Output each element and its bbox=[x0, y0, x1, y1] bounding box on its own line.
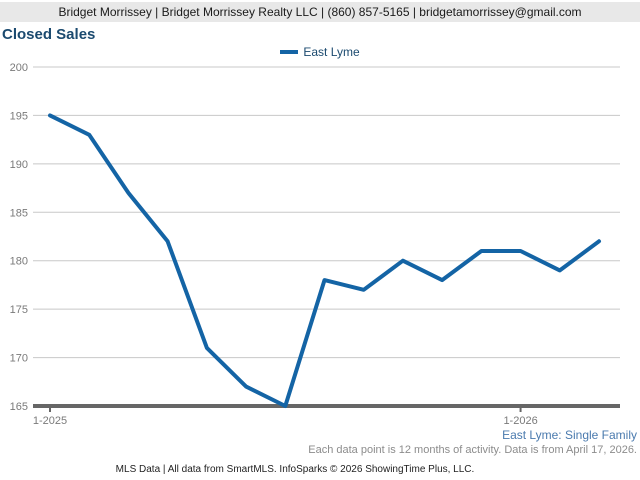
legend-series-label: East Lyme bbox=[303, 45, 360, 59]
mls-attribution: MLS Data | All data from SmartMLS. InfoS… bbox=[115, 464, 475, 475]
y-axis-label: 165 bbox=[10, 401, 28, 413]
closed-sales-line-chart: 165 170 175 180 185 190 195 200 1-2025 1-2026 bbox=[10, 62, 620, 427]
legend-line-swatch-icon bbox=[280, 50, 299, 54]
y-axis-label: 170 bbox=[10, 353, 28, 365]
series-line bbox=[48, 113, 601, 408]
y-axis-label: 175 bbox=[10, 304, 28, 316]
y-axis-label: 190 bbox=[10, 159, 28, 171]
y-axis-label: 185 bbox=[10, 207, 28, 219]
page-title: Closed Sales bbox=[2, 26, 96, 43]
chart-legend: East Lyme bbox=[0, 45, 640, 59]
x-axis-label: 1-2025 bbox=[33, 415, 67, 427]
x-axis-label: 1-2026 bbox=[503, 415, 537, 427]
data-note: Each data point is 12 months of activity… bbox=[308, 444, 637, 456]
y-axis-label: 200 bbox=[10, 62, 28, 74]
y-axis-label: 195 bbox=[10, 110, 28, 122]
series-scope-label: East Lyme: Single Family bbox=[502, 428, 637, 442]
y-axis-label: 180 bbox=[10, 256, 28, 268]
agent-contact-header: Bridget Morrissey | Bridget Morrissey Re… bbox=[0, 2, 640, 22]
